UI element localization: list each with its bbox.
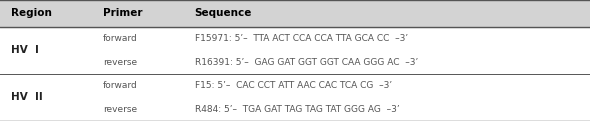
Text: reverse: reverse (103, 57, 137, 67)
Text: forward: forward (103, 81, 138, 90)
Text: R16391: 5’–  GAG GAT GGT GGT CAA GGG AC  –3’: R16391: 5’– GAG GAT GGT GGT CAA GGG AC –… (195, 57, 418, 67)
Text: HV  II: HV II (11, 92, 42, 102)
Text: Primer: Primer (103, 8, 143, 18)
Text: Region: Region (11, 8, 51, 18)
Text: R484: 5’–  TGA GAT TAG TAG TAT GGG AG  –3’: R484: 5’– TGA GAT TAG TAG TAT GGG AG –3’ (195, 105, 399, 114)
Text: F15: 5’–  CAC CCT ATT AAC CAC TCA CG  –3’: F15: 5’– CAC CCT ATT AAC CAC TCA CG –3’ (195, 81, 392, 90)
Text: reverse: reverse (103, 105, 137, 114)
Text: forward: forward (103, 34, 138, 43)
Text: F15971: 5’–  TTA ACT CCA CCA TTA GCA CC  –3’: F15971: 5’– TTA ACT CCA CCA TTA GCA CC –… (195, 34, 408, 43)
Bar (0, 0, 590, 27)
Text: Sequence: Sequence (195, 8, 252, 18)
Text: HV  I: HV I (11, 45, 38, 55)
